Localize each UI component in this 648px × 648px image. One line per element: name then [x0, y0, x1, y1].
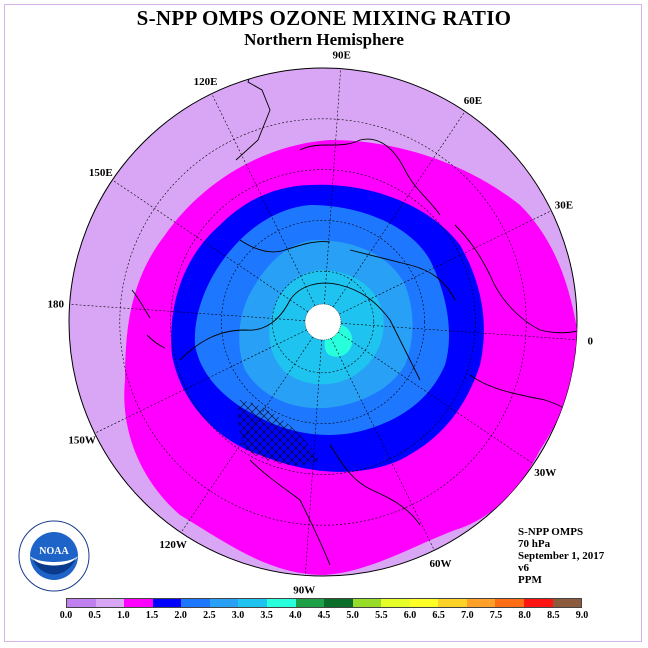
image-frame	[4, 4, 642, 642]
legend-swatch	[238, 599, 267, 607]
legend-swatch	[181, 599, 210, 607]
legend-tick-label: 5.0	[346, 610, 359, 621]
legend-swatch	[352, 599, 382, 607]
noaa-logo-text: NOAA	[39, 546, 69, 557]
longitude-label: 150W	[68, 435, 96, 447]
legend-swatch	[552, 599, 582, 607]
legend-tick-label: 6.5	[432, 610, 445, 621]
meridian-line	[340, 323, 577, 340]
map-subtitle: Northern Hemisphere	[244, 30, 404, 49]
info-block: S-NPP OMPS 70 hPa September 1, 2017 v6 P…	[518, 526, 604, 586]
info-date: September 1, 2017	[518, 550, 605, 562]
legend-swatch	[438, 599, 467, 607]
legend-swatch	[466, 599, 496, 607]
noaa-logo: NOAA	[18, 520, 90, 592]
legend-swatch	[324, 599, 353, 607]
legend-tick-label: 7.5	[489, 610, 503, 621]
legend-tick-label: 2.5	[203, 610, 216, 621]
latitude-circle	[170, 169, 476, 475]
longitude-label: 30E	[555, 200, 573, 212]
polar-cap-no-data	[304, 303, 342, 341]
info-level: 70 hPa	[518, 538, 551, 550]
legend-tick-label: 0.5	[88, 610, 101, 621]
info-units: PPM	[518, 574, 542, 586]
legend-swatch	[295, 599, 325, 607]
legend-tick-label: 7.0	[461, 610, 474, 621]
legend-tick-label: 4.0	[289, 610, 302, 621]
legend-tick-label: 3.0	[231, 610, 245, 621]
longitude-label: 150E	[89, 167, 113, 179]
longitude-label: 60E	[464, 95, 482, 107]
meridian-line	[305, 339, 322, 576]
legend-tick-label: 1.0	[117, 610, 130, 621]
longitude-label: 30W	[534, 467, 556, 479]
legend-swatch	[95, 599, 125, 607]
coastlines	[131, 71, 577, 566]
legend-swatch	[152, 599, 182, 607]
meridian-line	[337, 331, 534, 465]
map-title: S-NPP OMPS OZONE MIXING RATIO	[136, 6, 512, 30]
legend-tick-label: 1.5	[145, 610, 159, 621]
info-version: v6	[518, 562, 529, 574]
legend-tick-label: 0.0	[59, 610, 73, 621]
legend-tick-label: 9.0	[575, 610, 589, 621]
legend-swatch	[124, 599, 153, 607]
longitude-label: 90E	[333, 50, 351, 62]
longitude-label: 0	[588, 336, 594, 348]
meridian-line	[332, 111, 466, 308]
longitude-labels: 90E 60E 30E 0 30W 60W 90W 120W 150W 180 150E 120E	[47, 50, 593, 597]
legend-swatch	[409, 599, 439, 607]
color-legend	[66, 598, 582, 608]
legend-swatch	[524, 599, 553, 607]
legend-tick-label: 2.0	[174, 610, 187, 621]
longitude-label: 120W	[159, 539, 187, 551]
undefined-data-hatch	[237, 400, 320, 466]
legend-swatch	[209, 599, 239, 607]
latitude-circle	[271, 270, 375, 374]
meridian-line	[180, 336, 314, 533]
legend-tick-label: 4.5	[317, 610, 331, 621]
longitude-label: 90W	[293, 584, 315, 596]
longitude-label: 120E	[194, 76, 218, 88]
meridian-line	[69, 304, 306, 321]
meridian-line	[94, 329, 307, 434]
legend-swatch	[381, 599, 410, 607]
legend-swatch	[266, 599, 296, 607]
legend-tick-label: 3.5	[260, 610, 273, 621]
longitude-label: 60W	[430, 558, 452, 570]
meridian-line	[211, 93, 316, 306]
legend-swatch	[495, 599, 524, 607]
legend-tick-label: 8.5	[547, 610, 560, 621]
meridian-line	[330, 338, 435, 551]
meridian-line	[112, 179, 309, 313]
meridian-line	[324, 68, 341, 305]
info-instrument: S-NPP OMPS	[518, 526, 584, 538]
longitude-label: 180	[47, 298, 64, 310]
legend-tick-label: 5.5	[375, 610, 388, 621]
latitude-circle	[221, 220, 425, 424]
meridian-line	[339, 210, 552, 315]
legend-labels: 0.0 0.5 1.0 1.5 2.0 2.5 3.0 3.5 4.0 4.5 5.0 5.5 6.0 6…	[60, 610, 589, 624]
legend-tick-label: 6.0	[403, 610, 417, 621]
legend-swatch	[67, 599, 96, 607]
legend-tick-label: 8.0	[518, 610, 531, 621]
